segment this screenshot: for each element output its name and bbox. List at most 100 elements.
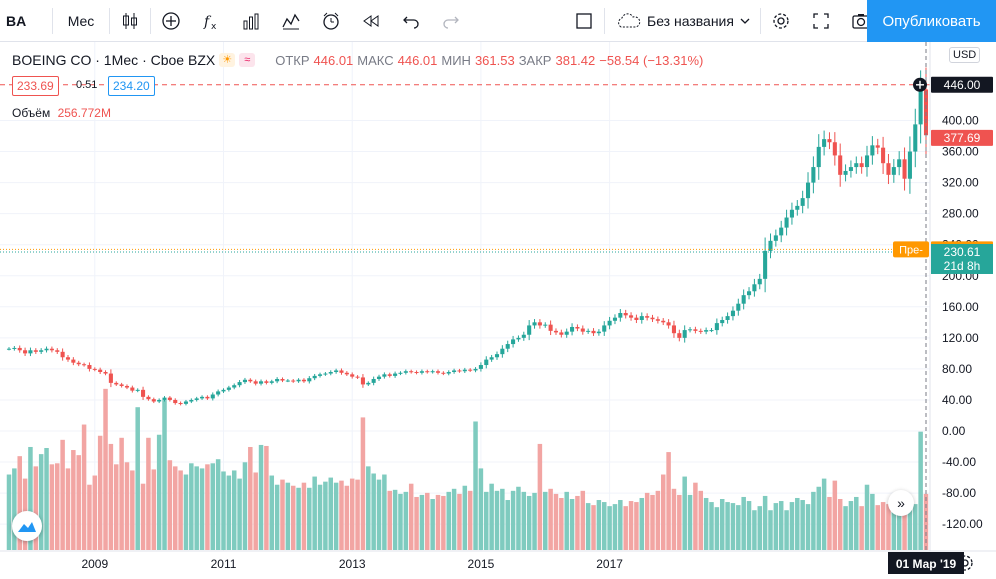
candle-body: [441, 372, 446, 374]
price-tick-label: -80.00: [942, 486, 976, 500]
candle-body: [17, 347, 22, 351]
buy-price-button[interactable]: 234.20: [108, 76, 155, 96]
candle-body: [629, 315, 634, 318]
tradingview-logo-icon[interactable]: [12, 511, 42, 541]
templates-icon[interactable]: [271, 0, 311, 42]
candle-body: [103, 372, 108, 374]
volume-bar: [253, 472, 258, 550]
volume-bar: [339, 480, 344, 550]
redo-icon[interactable]: [431, 0, 471, 42]
currency-label[interactable]: USD: [949, 47, 981, 63]
publish-button[interactable]: Опубликовать: [867, 0, 996, 42]
candle-body: [838, 155, 843, 175]
volume-bar: [323, 481, 328, 550]
toolbar-divider: [52, 7, 53, 34]
candle-body: [655, 319, 660, 321]
candle-body: [210, 394, 215, 399]
volume-bar: [473, 421, 478, 550]
candle-body: [248, 379, 253, 382]
volume-bar: [580, 490, 586, 550]
alert-clock-icon[interactable]: [311, 0, 351, 42]
candle-body: [92, 368, 97, 370]
symbol-search-button[interactable]: BA: [6, 12, 27, 29]
volume-bar: [778, 501, 784, 550]
financials-bars-icon[interactable]: [231, 0, 271, 42]
symbol-description[interactable]: BOEING CO · 1Мес · Cboe BZX: [12, 52, 216, 68]
low-value: 361.53: [474, 52, 515, 68]
volume-bar: [172, 466, 178, 550]
candle-body: [484, 359, 489, 366]
volume-bar: [296, 487, 301, 550]
candle-body: [875, 145, 880, 148]
market-status-sun-icon: ☀: [219, 53, 236, 67]
volume-bar: [392, 489, 398, 550]
scroll-to-realtime-icon[interactable]: »: [888, 490, 914, 516]
candle-body: [65, 357, 71, 360]
candle-body: [387, 374, 392, 376]
fullscreen-icon[interactable]: [801, 0, 841, 42]
candle-body: [698, 330, 703, 332]
volume-bar: [848, 501, 854, 550]
volume-bar: [886, 504, 891, 550]
volume-bar: [108, 443, 114, 550]
candle-body: [612, 317, 618, 321]
candle-body: [194, 398, 199, 400]
volume-bar: [38, 454, 44, 550]
volume-bar: [183, 474, 189, 550]
time-axis[interactable]: 2009 2011 2013 2015 2017 01 Мар '19: [0, 550, 996, 579]
candle-body: [800, 198, 805, 206]
volume-bar: [28, 446, 33, 550]
candle-body: [720, 319, 725, 324]
gear-icon[interactable]: [761, 0, 801, 42]
candle-body: [537, 322, 542, 326]
sell-price-button[interactable]: 233.69: [12, 76, 59, 96]
candle-body: [462, 369, 467, 372]
volume-bar: [677, 494, 682, 550]
close-value: 381.42: [555, 52, 596, 68]
volume-bar: [591, 505, 596, 550]
undo-icon[interactable]: [391, 0, 431, 42]
volume-legend: Объём 256.772M: [12, 106, 111, 120]
replay-rewind-icon[interactable]: [351, 0, 391, 42]
candles-chart-type-icon[interactable]: [110, 0, 150, 42]
volume-bar: [660, 474, 666, 550]
crosshair-date-label: 01 Мар '19: [888, 552, 964, 574]
candle-body: [602, 325, 607, 332]
volume-bar: [907, 496, 913, 550]
volume-bar: [248, 446, 253, 550]
candle-body: [6, 348, 12, 350]
candle-body: [146, 396, 151, 400]
layout-square-icon[interactable]: [564, 0, 604, 42]
volume-bar: [837, 499, 843, 550]
symbol-legend: BOEING CO · 1Мес · Cboe BZX ☀ ≈ ОТКР 446.…: [12, 52, 703, 68]
candle-body: [403, 371, 408, 373]
candle-body: [553, 330, 559, 333]
volume-bar: [199, 468, 205, 550]
layout-name-dropdown[interactable]: Без названия: [605, 0, 760, 42]
volume-bar: [773, 503, 779, 550]
candle-body: [677, 333, 682, 338]
candle-body: [661, 320, 666, 323]
volume-bar: [301, 482, 307, 550]
volume-bar: [762, 495, 768, 550]
volume-bar: [366, 466, 371, 550]
price-chart[interactable]: Пре- 400.00360.00320.00280.00240.00200.0…: [0, 42, 996, 579]
volume-bar: [612, 504, 618, 550]
candle-body: [645, 316, 650, 318]
candle-body: [822, 139, 827, 147]
volume-bar: [435, 494, 441, 550]
volume-bar: [634, 502, 639, 550]
crosshair-date-bg: [888, 552, 964, 574]
candle-body: [291, 380, 296, 382]
volume-bar: [333, 482, 339, 550]
candle-body: [682, 330, 687, 338]
chart-settings-gear-icon[interactable]: [955, 553, 975, 573]
price-axis[interactable]: 400.00360.00320.00280.00240.00200.00160.…: [929, 42, 996, 551]
candle-body: [757, 278, 762, 285]
compare-add-icon[interactable]: [151, 0, 191, 42]
volume-bars: [6, 388, 929, 550]
volume-bar: [269, 475, 275, 550]
volume-bar: [510, 490, 516, 550]
interval-button[interactable]: Мес: [67, 12, 95, 29]
